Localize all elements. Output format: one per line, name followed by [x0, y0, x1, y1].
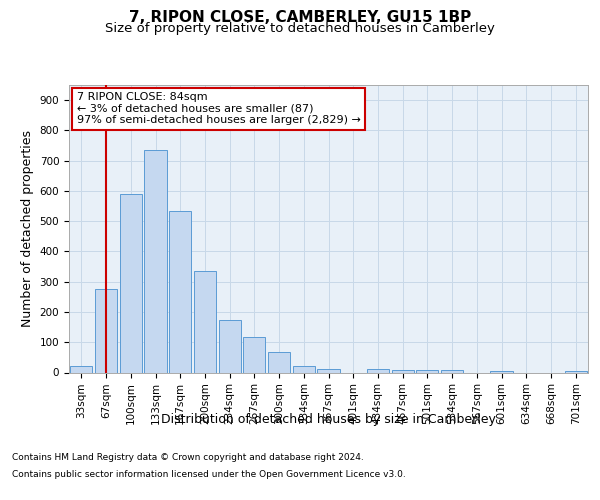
Bar: [145, 150, 167, 372]
Text: Contains HM Land Registry data © Crown copyright and database right 2024.: Contains HM Land Registry data © Crown c…: [12, 452, 364, 462]
Bar: [218, 320, 241, 372]
Bar: [268, 352, 290, 372]
Bar: [70, 366, 92, 372]
Text: 7 RIPON CLOSE: 84sqm
← 3% of detached houses are smaller (87)
97% of semi-detach: 7 RIPON CLOSE: 84sqm ← 3% of detached ho…: [77, 92, 361, 126]
Text: 7, RIPON CLOSE, CAMBERLEY, GU15 1BP: 7, RIPON CLOSE, CAMBERLEY, GU15 1BP: [129, 10, 471, 25]
Text: Size of property relative to detached houses in Camberley: Size of property relative to detached ho…: [105, 22, 495, 35]
Bar: [392, 370, 414, 372]
Y-axis label: Number of detached properties: Number of detached properties: [21, 130, 34, 327]
Bar: [317, 369, 340, 372]
Bar: [243, 337, 265, 372]
Bar: [119, 194, 142, 372]
Bar: [441, 370, 463, 372]
Bar: [367, 369, 389, 372]
Text: Contains public sector information licensed under the Open Government Licence v3: Contains public sector information licen…: [12, 470, 406, 479]
Bar: [293, 366, 315, 372]
Bar: [194, 271, 216, 372]
Bar: [565, 371, 587, 372]
Bar: [416, 370, 439, 372]
Text: Distribution of detached houses by size in Camberley: Distribution of detached houses by size …: [161, 412, 496, 426]
Bar: [490, 371, 512, 372]
Bar: [169, 210, 191, 372]
Bar: [95, 290, 117, 372]
